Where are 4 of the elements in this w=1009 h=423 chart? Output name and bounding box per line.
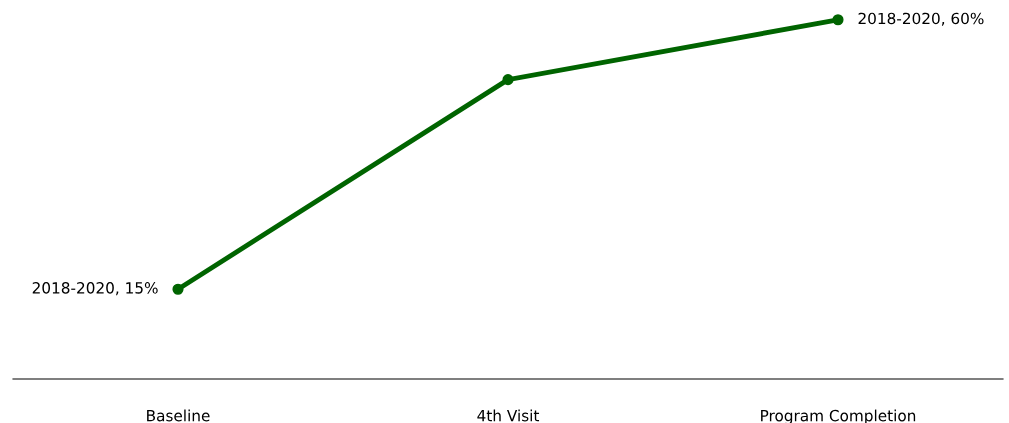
- x-tick-label: Baseline: [147, 409, 210, 422]
- data-label: 2018-2020, 60%: [858, 12, 984, 26]
- data-label: 2018-2020, 15%: [32, 282, 158, 296]
- x-tick-label: 4th Visit: [477, 409, 540, 422]
